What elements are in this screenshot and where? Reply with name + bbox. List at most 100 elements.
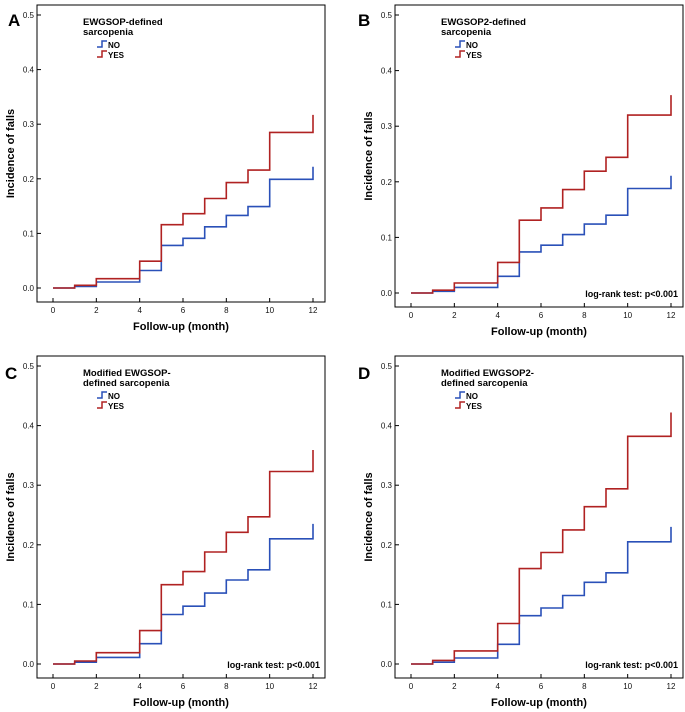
series-line-yes xyxy=(53,114,314,289)
x-tick-label: 0 xyxy=(409,682,414,691)
x-tick-label: 8 xyxy=(582,311,587,320)
y-tick-label: 0.3 xyxy=(23,481,35,490)
x-tick-label: 6 xyxy=(539,311,544,320)
x-axis-title: Follow-up (month) xyxy=(491,697,587,709)
x-tick-label: 8 xyxy=(582,682,587,691)
log-rank-annotation: log-rank test: p<0.001 xyxy=(585,660,678,670)
y-tick-label: 0.0 xyxy=(381,289,393,298)
x-tick-label: 4 xyxy=(495,682,500,691)
x-tick-label: 4 xyxy=(495,311,500,320)
x-tick-label: 0 xyxy=(51,306,56,315)
x-tick-label: 12 xyxy=(667,311,676,320)
y-tick-label: 0.0 xyxy=(381,660,393,669)
legend-swatch-yes xyxy=(455,50,465,58)
legend-label-yes: YES xyxy=(466,402,483,411)
y-tick-label: 0.3 xyxy=(381,481,393,490)
panel-letter: D xyxy=(358,364,370,383)
plot-frame xyxy=(394,4,684,308)
x-tick-label: 6 xyxy=(539,682,544,691)
legend-label-no: NO xyxy=(108,41,120,50)
x-tick-label: 10 xyxy=(265,306,274,315)
x-tick-label: 12 xyxy=(309,682,318,691)
legend-title: EWGSOP2-defined xyxy=(441,17,526,28)
series-line-no xyxy=(411,526,672,665)
legend-swatch-no xyxy=(97,391,107,399)
legend-swatch-yes xyxy=(455,401,465,409)
x-tick-label: 12 xyxy=(309,306,318,315)
series-line-no xyxy=(53,523,314,665)
x-axis-title: Follow-up (month) xyxy=(133,697,229,709)
y-tick-label: 0.5 xyxy=(381,362,393,371)
y-tick-label: 0.1 xyxy=(381,233,393,242)
x-tick-label: 10 xyxy=(623,682,632,691)
y-tick-label: 0.5 xyxy=(23,11,35,20)
legend-label-yes: YES xyxy=(108,402,125,411)
x-tick-label: 12 xyxy=(667,682,676,691)
y-tick-label: 0.0 xyxy=(23,660,35,669)
y-tick-label: 0.1 xyxy=(23,229,35,238)
y-axis-title: Incidence of falls xyxy=(363,111,375,200)
y-axis-title: Incidence of falls xyxy=(363,472,375,561)
series-line-no xyxy=(411,175,672,294)
y-tick-label: 0.4 xyxy=(381,422,393,431)
y-tick-label: 0.2 xyxy=(23,175,35,184)
series-line-yes xyxy=(53,450,314,665)
log-rank-annotation: log-rank test: p<0.001 xyxy=(585,289,678,299)
legend-label-yes: YES xyxy=(466,51,483,60)
legend-title: Modified EWGSOP2- xyxy=(441,368,534,379)
log-rank-annotation: log-rank test: p<0.001 xyxy=(227,660,320,670)
x-tick-label: 10 xyxy=(623,311,632,320)
x-tick-label: 4 xyxy=(137,682,142,691)
y-tick-label: 0.4 xyxy=(23,66,35,75)
plot-frame xyxy=(394,355,684,679)
legend-label-no: NO xyxy=(108,392,120,401)
x-tick-label: 2 xyxy=(94,306,99,315)
x-tick-label: 0 xyxy=(409,311,414,320)
x-tick-label: 2 xyxy=(452,311,457,320)
x-tick-label: 10 xyxy=(265,682,274,691)
legend-swatch-no xyxy=(97,40,107,48)
legend-label-no: NO xyxy=(466,41,478,50)
y-axis-title: Incidence of falls xyxy=(5,109,17,198)
y-tick-label: 0.1 xyxy=(23,600,35,609)
legend-title: defined sarcopenia xyxy=(83,378,170,389)
chart-panel-d: D 0.0 0.1 0.2 0.3 0.4 0.5 0 2 4 6 8 10 12 Follow-up (m… xyxy=(358,355,684,709)
series-line-no xyxy=(53,166,314,289)
legend-swatch-no xyxy=(455,391,465,399)
legend-title: sarcopenia xyxy=(83,27,134,38)
y-tick-label: 0.4 xyxy=(23,422,35,431)
y-tick-label: 0.1 xyxy=(381,600,393,609)
x-tick-label: 0 xyxy=(51,682,56,691)
y-tick-label: 0.3 xyxy=(23,120,35,129)
y-tick-label: 0.5 xyxy=(23,362,35,371)
y-tick-label: 0.5 xyxy=(381,11,393,20)
series-line-yes xyxy=(411,412,672,665)
legend-title: defined sarcopenia xyxy=(441,378,528,389)
x-tick-label: 8 xyxy=(224,306,229,315)
legend-label-no: NO xyxy=(466,392,478,401)
y-tick-label: 0.3 xyxy=(381,122,393,131)
chart-panel-c: C 0.0 0.1 0.2 0.3 0.4 0.5 0 2 4 6 8 10 12 Follow-up (m… xyxy=(5,355,326,709)
chart-panel-b: B 0.0 0.1 0.2 0.3 0.4 0.5 0 2 4 6 8 10 12 Follow-up (m… xyxy=(358,4,684,338)
legend-title: sarcopenia xyxy=(441,27,492,38)
x-tick-label: 2 xyxy=(94,682,99,691)
x-tick-label: 8 xyxy=(224,682,229,691)
legend-swatch-yes xyxy=(97,50,107,58)
y-axis-title: Incidence of falls xyxy=(5,472,17,561)
y-tick-label: 0.4 xyxy=(381,67,393,76)
plot-frame xyxy=(36,355,326,679)
y-tick-label: 0.0 xyxy=(23,284,35,293)
panel-letter: C xyxy=(5,364,17,383)
y-tick-label: 0.2 xyxy=(381,541,393,550)
x-tick-label: 2 xyxy=(452,682,457,691)
legend-swatch-yes xyxy=(97,401,107,409)
chart-panel-a: A 0.0 0.1 0.2 0.3 0.4 0.5 0 2 4 6 8 10 12 Follow-up (m… xyxy=(5,4,326,333)
series-line-yes xyxy=(411,95,672,294)
panel-letter: A xyxy=(8,11,20,30)
legend-title: EWGSOP-defined xyxy=(83,17,163,28)
x-tick-label: 6 xyxy=(181,682,186,691)
panel-letter: B xyxy=(358,11,370,30)
x-axis-title: Follow-up (month) xyxy=(491,326,587,338)
x-axis-title: Follow-up (month) xyxy=(133,321,229,333)
